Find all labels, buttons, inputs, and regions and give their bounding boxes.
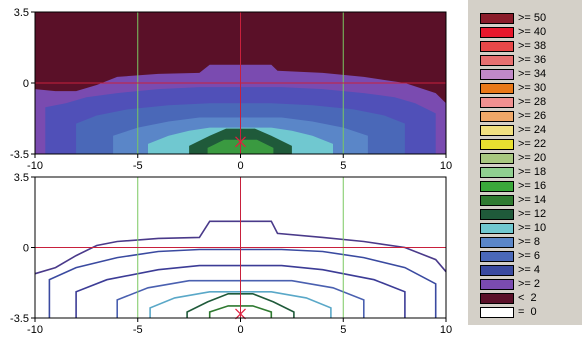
- legend-label: = 0: [518, 306, 537, 318]
- legend-label: >= 50: [518, 12, 547, 24]
- legend-swatch: [480, 139, 514, 150]
- legend-swatch: [480, 111, 514, 122]
- legend-label: < 2: [518, 292, 537, 304]
- legend-item: >= 16: [480, 180, 580, 194]
- legend-swatch: [480, 265, 514, 276]
- legend-swatch: [480, 41, 514, 52]
- legend-swatch: [480, 97, 514, 108]
- legend-item: >= 2: [480, 278, 580, 292]
- x-tick-label: -10: [27, 160, 43, 172]
- x-tick-label: -5: [133, 324, 143, 336]
- legend-item: >= 6: [480, 250, 580, 264]
- legend-label: >= 26: [518, 110, 547, 122]
- legend-item: >= 20: [480, 152, 580, 166]
- legend-label: >= 22: [518, 138, 547, 150]
- x-tick-label: 10: [440, 160, 452, 172]
- legend-swatch: [480, 69, 514, 80]
- contour-line-2: [34, 220, 447, 275]
- legend-label: >= 10: [518, 222, 547, 234]
- legend-label: >= 14: [518, 194, 547, 206]
- y-tick-label: -3.5: [10, 149, 29, 161]
- legend-item: >= 10: [480, 222, 580, 236]
- legend-item: >= 34: [480, 68, 580, 82]
- x-tick-label: 10: [440, 324, 452, 336]
- legend-swatch: [480, 83, 514, 94]
- x-tick-label: 5: [340, 160, 346, 172]
- legend-label: >= 4: [518, 264, 541, 276]
- legend-swatch: [480, 167, 514, 178]
- legend-label: >= 40: [518, 26, 547, 38]
- legend-item: >= 24: [480, 124, 580, 138]
- legend-item: >= 36: [480, 54, 580, 68]
- legend-swatch: [480, 209, 514, 220]
- legend-label: >= 36: [518, 54, 547, 66]
- legend-swatch: [480, 293, 514, 304]
- x-tick-label: 0: [237, 324, 243, 336]
- legend-label: >= 20: [518, 152, 547, 164]
- legend-swatch: [480, 237, 514, 248]
- legend-label: >= 6: [518, 250, 541, 262]
- x-tick-label: 0: [237, 160, 243, 172]
- legend-swatch: [480, 279, 514, 290]
- x-tick-label: -5: [133, 160, 143, 172]
- x-tick-label: -10: [27, 324, 43, 336]
- contour-line-panel: 3.5 0 -3.5-10 -5 0 5 10: [10, 172, 452, 336]
- legend-label: >= 12: [518, 208, 547, 220]
- legend-swatch: [480, 223, 514, 234]
- legend-label: >= 34: [518, 68, 547, 80]
- legend-item: >= 8: [480, 236, 580, 250]
- legend-label: >= 30: [518, 82, 547, 94]
- legend-item: >= 40: [480, 26, 580, 40]
- legend-item: >= 26: [480, 110, 580, 124]
- legend-item: < 2: [480, 292, 580, 306]
- legend-label: >= 38: [518, 40, 547, 52]
- legend-item: >= 12: [480, 208, 580, 222]
- y-tick-label: 3.5: [14, 172, 29, 184]
- y-tick-label: 0: [23, 78, 29, 90]
- legend-swatch: [480, 13, 514, 24]
- legend-swatch: [480, 55, 514, 66]
- legend-swatch: [480, 251, 514, 262]
- legend-item: >= 22: [480, 138, 580, 152]
- legend-label: >= 16: [518, 180, 547, 192]
- plot-area: 3.50-3.5-10 -5 0 5 10 3.50-3.5-10 -5 0 5 10: [10, 7, 452, 336]
- legend-label: >= 24: [518, 124, 547, 136]
- legend-item: >= 50: [480, 12, 580, 26]
- source-marker-icon: [235, 308, 246, 320]
- legend-item: = 0: [480, 306, 580, 320]
- legend-panel: >= 50 >= 40 >= 38 >= 36 >= 34 >= 30 >= 28 >= 26…: [468, 0, 582, 325]
- legend-swatch: [480, 125, 514, 136]
- legend-item: >= 28: [480, 96, 580, 110]
- source-marker-icon: [235, 136, 246, 148]
- y-tick-label: -3.5: [10, 313, 29, 325]
- legend-item: >= 18: [480, 166, 580, 180]
- legend-swatch: [480, 181, 514, 192]
- legend-label: >= 8: [518, 236, 541, 248]
- filled-contour-panel: 3.5 0 -3.5-10 -5 0 5 10: [10, 7, 452, 172]
- legend-label: >= 18: [518, 166, 547, 178]
- y-tick-label: 3.5: [14, 7, 29, 19]
- legend-label: >= 28: [518, 96, 547, 108]
- legend-item: >= 30: [480, 82, 580, 96]
- legend-item: >= 14: [480, 194, 580, 208]
- x-tick-label: 5: [340, 324, 346, 336]
- legend-swatch: [480, 153, 514, 164]
- legend-label: >= 2: [518, 278, 541, 290]
- y-tick-label: 0: [23, 243, 29, 255]
- legend-swatch: [480, 195, 514, 206]
- legend-item: >= 4: [480, 264, 580, 278]
- legend-item: >= 38: [480, 40, 580, 54]
- legend-swatch: [480, 307, 514, 318]
- legend-swatch: [480, 27, 514, 38]
